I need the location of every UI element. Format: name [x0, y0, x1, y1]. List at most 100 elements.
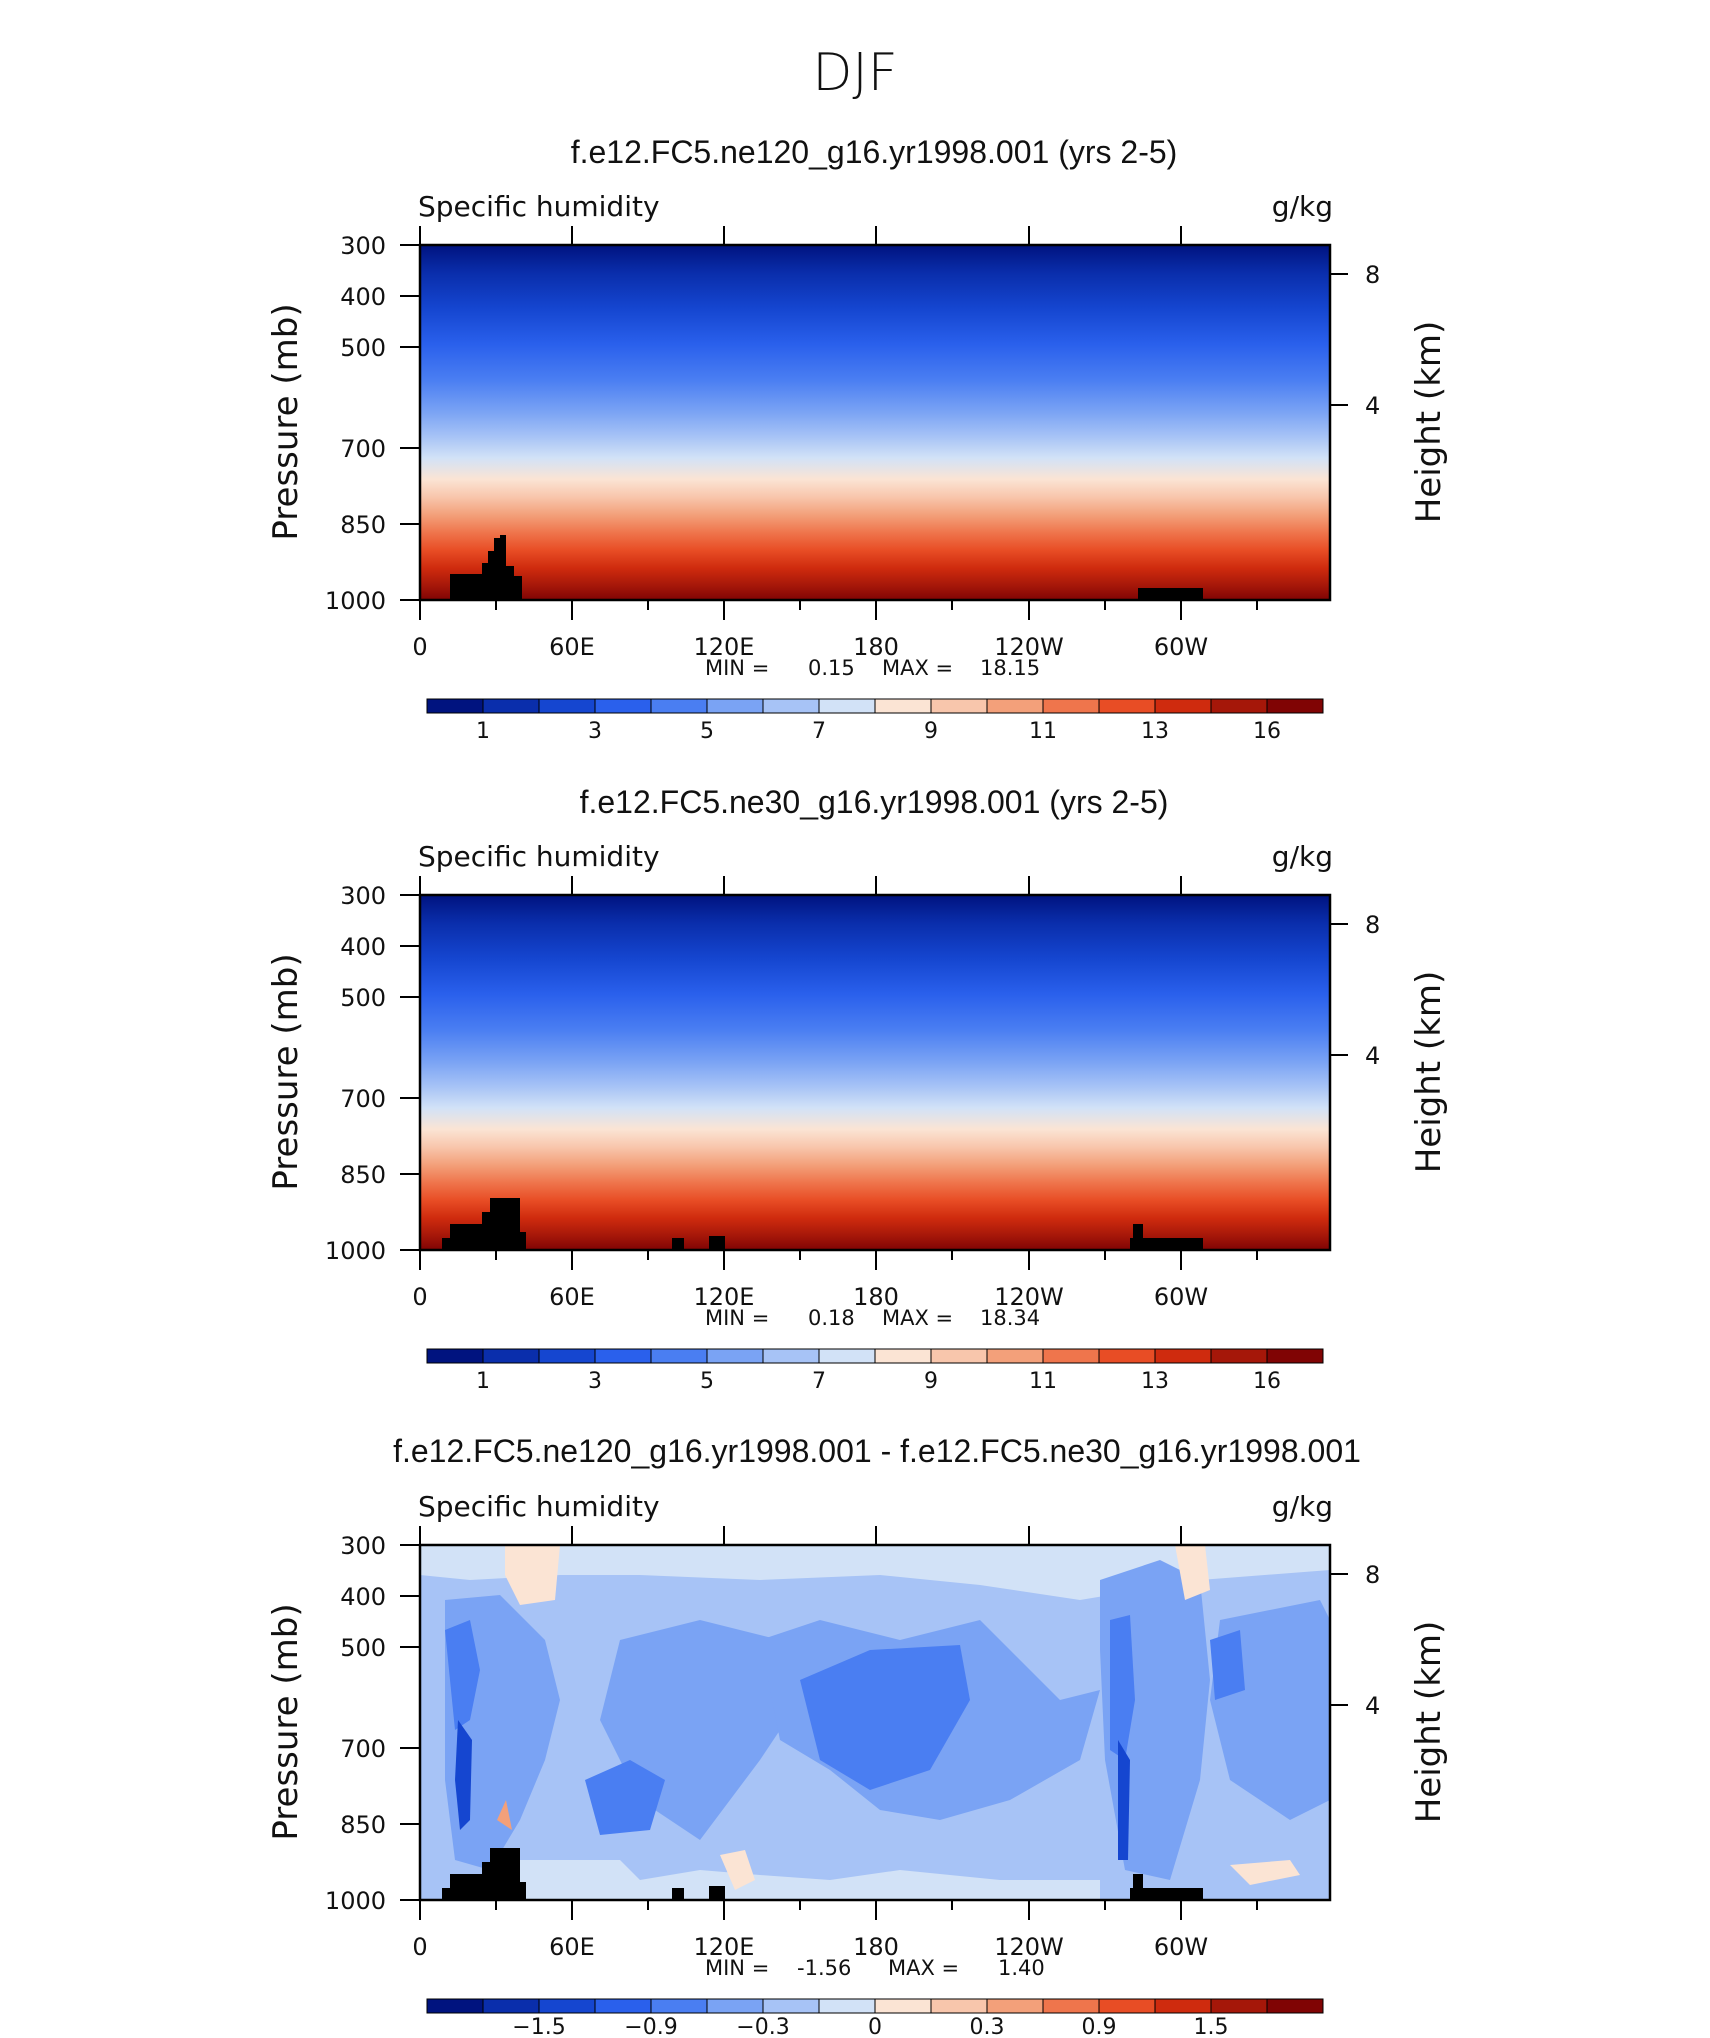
colorbar-label: 9 [924, 719, 938, 744]
y-tick-label: 700 [340, 1735, 386, 1763]
y-tick-label: 850 [340, 1811, 386, 1839]
figure-title: DJF [812, 43, 897, 103]
colorbar-box [986, 1998, 1044, 2014]
y-tick-label: 1000 [325, 1887, 386, 1915]
panel-3-units-label: g/kg [1272, 1490, 1333, 1523]
panel-1-x-ticks: 0 60E 120E 180 120W 60W [412, 633, 1208, 661]
panel-1-field [420, 245, 1330, 600]
y-tick-label: 400 [340, 283, 386, 311]
x-tick-label: 0 [412, 1283, 427, 1311]
colorbar-label: 7 [812, 719, 826, 744]
panel-3-colorbar: −1.5 −0.9 −0.3 0 0.3 0.9 1.5 [426, 1998, 1324, 2038]
y-tick-label: 400 [340, 1583, 386, 1611]
colorbar-label: 1 [476, 1369, 490, 1394]
colorbar-label: 11 [1029, 1369, 1057, 1394]
colorbar-box [426, 1348, 484, 1364]
colorbar-box [1098, 1348, 1156, 1364]
panel-3-variable-label: Specific humidity [418, 1490, 660, 1523]
panel-2-variable-label: Specific humidity [418, 840, 660, 873]
x-tick-label: 0 [412, 1933, 427, 1961]
panel-1-ylabel: Pressure (mb) [266, 303, 306, 540]
panel-1-minmax: MIN = 0.15 MAX = 18.15 [705, 656, 1040, 680]
panel-2-title: f.e12.FC5.ne30_g16.yr1998.001 (yrs 2-5) [580, 784, 1169, 820]
panel-2-x-ticks: 0 60E 120E 180 120W 60W [412, 1283, 1208, 1311]
x-tick-label: 0 [412, 633, 427, 661]
colorbar-box [1098, 1998, 1156, 2014]
x-tick-label: 60E [549, 633, 595, 661]
y-tick-label: 300 [340, 232, 386, 260]
max-value: 18.15 [980, 656, 1040, 680]
x-tick-label: 60W [1154, 1283, 1208, 1311]
min-label: MIN = [705, 656, 769, 680]
panel-2-x-tick-marks [419, 876, 1258, 1270]
colorbar-box [650, 698, 708, 714]
colorbar-box [818, 1348, 876, 1364]
colorbar-label: −1.5 [512, 2015, 565, 2038]
colorbar-box [762, 698, 820, 714]
colorbar-box [482, 1348, 540, 1364]
x-tick-label: 120E [694, 1283, 755, 1311]
panel-3-y-tick-marks [400, 1544, 1348, 1901]
y-right-tick-label: 4 [1365, 392, 1380, 420]
y-tick-label: 700 [340, 435, 386, 463]
x-tick-label: 60W [1154, 1933, 1208, 1961]
colorbar-label: 5 [700, 1369, 714, 1394]
y-tick-label: 850 [340, 1161, 386, 1189]
min-label: MIN = [705, 1306, 769, 1330]
panel-3-x-ticks: 0 60E 120E 180 120W 60W [412, 1933, 1208, 1961]
colorbar-box [538, 1348, 596, 1364]
max-value: 1.40 [998, 1956, 1045, 1980]
x-tick-label: 60E [549, 1283, 595, 1311]
colorbar-label: 1.5 [1194, 2015, 1229, 2038]
panel-2-field [420, 895, 1330, 1250]
colorbar-box [874, 1348, 932, 1364]
colorbar-box [1154, 1348, 1212, 1364]
panel-1: f.e12.FC5.ne120_g16.yr1998.001 (yrs 2-5)… [266, 134, 1449, 744]
colorbar-box [482, 1998, 540, 2014]
colorbar-box [930, 1998, 988, 2014]
max-value: 18.34 [980, 1306, 1040, 1330]
x-tick-label: 180 [853, 633, 899, 661]
min-value: 0.18 [808, 1306, 855, 1330]
colorbar-box [594, 1998, 652, 2014]
colorbar-box [762, 1998, 820, 2014]
colorbar-box [594, 1348, 652, 1364]
panel-2-colorbar: 1 3 5 7 9 11 13 16 [426, 1348, 1324, 1394]
colorbar-label: 16 [1253, 719, 1281, 744]
panel-1-colorbar-boxes [426, 698, 1324, 714]
colorbar-box [874, 698, 932, 714]
colorbar-label: 0.9 [1082, 2015, 1117, 2038]
colorbar-box [930, 698, 988, 714]
x-tick-label: 120W [994, 1933, 1064, 1961]
colorbar-box [706, 1998, 764, 2014]
colorbar-box [594, 698, 652, 714]
colorbar-label: 11 [1029, 719, 1057, 744]
colorbar-label: 13 [1141, 719, 1169, 744]
colorbar-box [426, 698, 484, 714]
panel-1-terrain-mask [450, 535, 1203, 600]
colorbar-box [1154, 1998, 1212, 2014]
colorbar-label: 16 [1253, 1369, 1281, 1394]
y-right-tick-label: 4 [1365, 1042, 1380, 1070]
panel-3-terrain-mask [442, 1848, 1203, 1900]
panel-2-ylabel-right: Height (km) [1409, 971, 1449, 1174]
colorbar-label: 1 [476, 719, 490, 744]
panel-3-title: f.e12.FC5.ne120_g16.yr1998.001 - f.e12.F… [393, 1433, 1361, 1469]
panel-1-y-right-ticks: 8 4 [1365, 261, 1380, 420]
panel-1-y-tick-marks [400, 244, 1348, 601]
panel-3-x-tick-marks [419, 1526, 1258, 1920]
colorbar-label: 5 [700, 719, 714, 744]
panel-3-colorbar-boxes [426, 1998, 1324, 2014]
panel-2-minmax: MIN = 0.18 MAX = 18.34 [705, 1306, 1040, 1330]
colorbar-label: −0.9 [624, 2015, 677, 2038]
colorbar-box [818, 1998, 876, 2014]
x-tick-label: 60W [1154, 633, 1208, 661]
max-label: MAX = [882, 656, 953, 680]
min-label: MIN = [705, 1956, 769, 1980]
panel-2-units-label: g/kg [1272, 840, 1333, 873]
colorbar-box [986, 698, 1044, 714]
colorbar-box [1266, 1998, 1324, 2014]
colorbar-box [818, 698, 876, 714]
x-tick-label: 180 [853, 1283, 899, 1311]
